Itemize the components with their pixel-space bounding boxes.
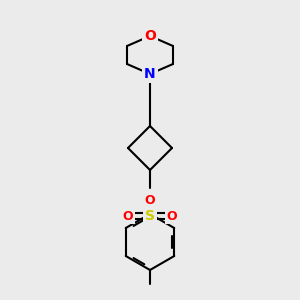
Text: O: O: [145, 194, 155, 206]
Text: S: S: [145, 209, 155, 223]
Text: O: O: [123, 209, 133, 223]
Text: O: O: [144, 29, 156, 43]
Text: O: O: [167, 209, 177, 223]
Text: N: N: [144, 67, 156, 81]
